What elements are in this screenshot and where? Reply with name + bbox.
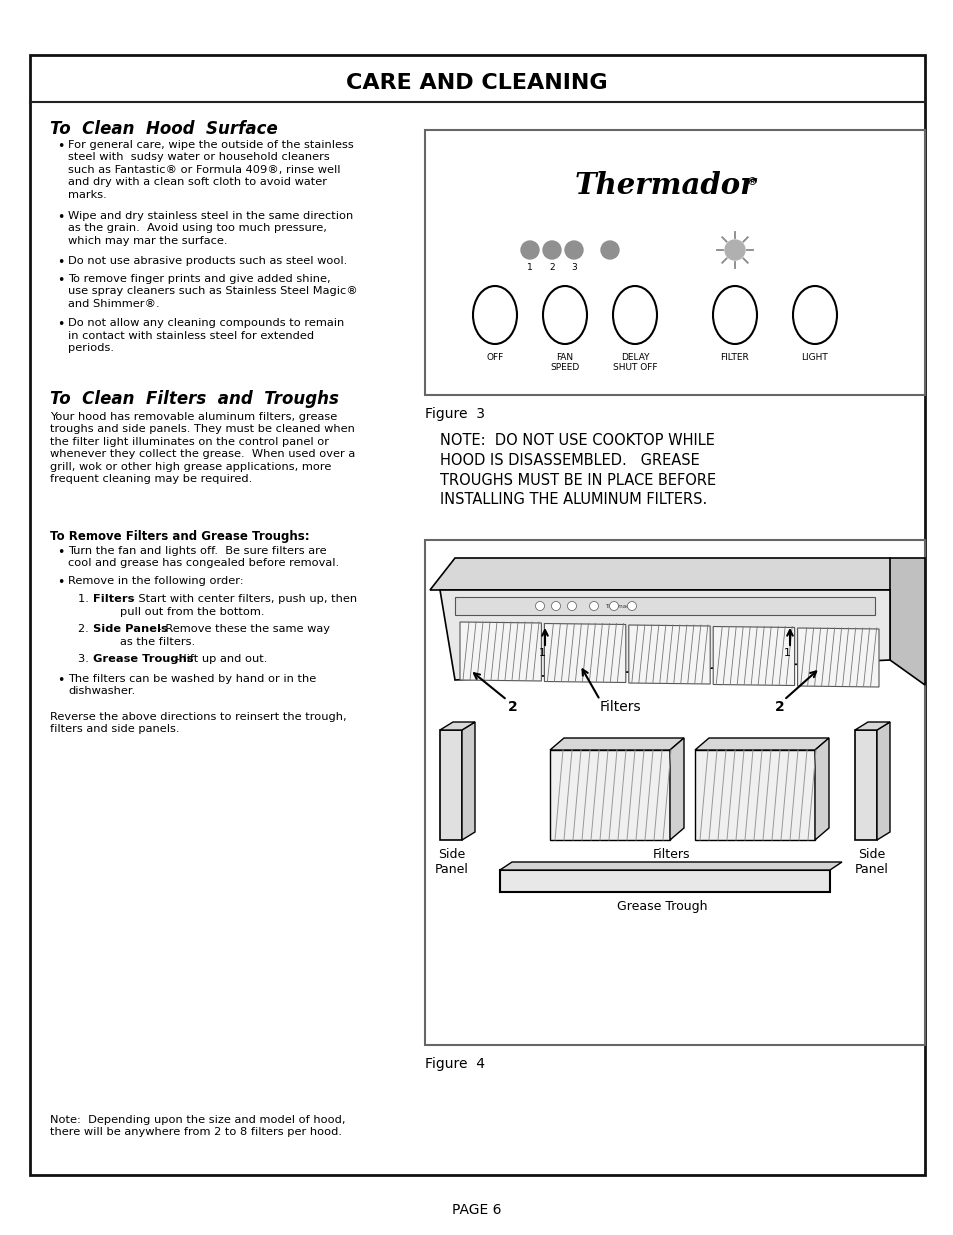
Polygon shape: [889, 558, 924, 685]
Polygon shape: [876, 722, 889, 840]
Polygon shape: [439, 722, 475, 730]
Text: - Remove these the same way: - Remove these the same way: [153, 624, 330, 634]
Polygon shape: [695, 750, 814, 840]
Text: •: •: [57, 211, 64, 224]
Text: Side Panels: Side Panels: [92, 624, 168, 634]
Text: pull out from the bottom.: pull out from the bottom.: [120, 606, 264, 616]
Text: - Start with center filters, push up, then: - Start with center filters, push up, th…: [127, 594, 356, 604]
Text: To  Clean  Filters  and  Troughs: To Clean Filters and Troughs: [50, 390, 338, 408]
Text: Turn the fan and lights off.  Be sure filters are
cool and grease has congealed : Turn the fan and lights off. Be sure fil…: [68, 546, 338, 568]
Polygon shape: [550, 750, 669, 840]
Text: as the filters.: as the filters.: [120, 637, 195, 647]
Polygon shape: [628, 625, 709, 684]
Circle shape: [564, 241, 582, 259]
Text: •: •: [57, 274, 64, 287]
Text: 2: 2: [508, 700, 517, 714]
Text: Note:  Depending upon the size and model of hood,
there will be anywhere from 2 : Note: Depending upon the size and model …: [50, 1115, 345, 1137]
Polygon shape: [461, 722, 475, 840]
Polygon shape: [459, 622, 541, 680]
Polygon shape: [854, 722, 889, 730]
Circle shape: [542, 241, 560, 259]
Polygon shape: [439, 730, 461, 840]
Text: •: •: [57, 577, 64, 589]
Text: ®: ®: [746, 177, 758, 186]
Circle shape: [551, 601, 560, 610]
Text: Filters: Filters: [92, 594, 134, 604]
Text: 3.: 3.: [78, 655, 96, 664]
Text: Filters: Filters: [653, 848, 690, 861]
Text: •: •: [57, 673, 64, 687]
Text: FAN
SPEED: FAN SPEED: [550, 353, 579, 373]
Text: Filters: Filters: [598, 700, 640, 714]
Ellipse shape: [542, 287, 586, 345]
Text: Thermador: Thermador: [604, 604, 635, 609]
Circle shape: [600, 241, 618, 259]
Bar: [424, 540, 924, 1045]
Text: 1: 1: [538, 648, 545, 658]
Circle shape: [567, 601, 576, 610]
Text: Figure  3: Figure 3: [424, 408, 484, 421]
Text: Side
Panel: Side Panel: [435, 848, 469, 876]
Circle shape: [609, 601, 618, 610]
Text: To Remove Filters and Grease Troughs:: To Remove Filters and Grease Troughs:: [50, 530, 310, 543]
Text: 2: 2: [549, 263, 555, 272]
Text: LIGHT: LIGHT: [801, 353, 827, 362]
Text: CARE AND CLEANING: CARE AND CLEANING: [346, 73, 607, 93]
Polygon shape: [814, 739, 828, 840]
Text: Remove in the following order:: Remove in the following order:: [68, 577, 243, 587]
Text: 2.: 2.: [78, 624, 96, 634]
Text: •: •: [57, 256, 64, 268]
Circle shape: [520, 241, 538, 259]
Polygon shape: [430, 558, 924, 590]
Text: The filters can be washed by hand or in the
dishwasher.: The filters can be washed by hand or in …: [68, 673, 315, 697]
Text: PAGE 6: PAGE 6: [452, 1203, 501, 1216]
Text: Do not use abrasive products such as steel wool.: Do not use abrasive products such as ste…: [68, 256, 347, 266]
Ellipse shape: [613, 287, 657, 345]
Text: NOTE:  DO NOT USE COOKTOP WHILE
HOOD IS DISASSEMBLED.   GREASE
TROUGHS MUST BE I: NOTE: DO NOT USE COOKTOP WHILE HOOD IS D…: [439, 433, 716, 508]
Text: To remove finger prints and give added shine,
use spray cleaners such as Stainle: To remove finger prints and give added s…: [68, 274, 357, 309]
Circle shape: [627, 601, 636, 610]
Text: Grease Trough: Grease Trough: [616, 900, 706, 913]
Text: Reverse the above directions to reinsert the trough,
filters and side panels.: Reverse the above directions to reinsert…: [50, 713, 346, 735]
Polygon shape: [669, 739, 683, 840]
Text: 1.: 1.: [78, 594, 96, 604]
Text: 3: 3: [571, 263, 577, 272]
Polygon shape: [797, 629, 878, 687]
Bar: [424, 130, 924, 395]
Circle shape: [724, 240, 744, 261]
Text: Grease Troughs: Grease Troughs: [92, 655, 193, 664]
Polygon shape: [854, 730, 876, 840]
Polygon shape: [550, 739, 683, 750]
Text: Your hood has removable aluminum filters, grease
troughs and side panels. They m: Your hood has removable aluminum filters…: [50, 412, 355, 484]
Text: Figure  4: Figure 4: [424, 1057, 484, 1071]
Text: FILTER: FILTER: [720, 353, 749, 362]
Text: OFF: OFF: [486, 353, 503, 362]
Text: DELAY
SHUT OFF: DELAY SHUT OFF: [612, 353, 657, 373]
Polygon shape: [695, 739, 828, 750]
Text: For general care, wipe the outside of the stainless
steel with  sudsy water or h: For general care, wipe the outside of th…: [68, 140, 354, 200]
Text: •: •: [57, 140, 64, 153]
Text: Thermador: Thermador: [574, 170, 755, 200]
Text: Side
Panel: Side Panel: [854, 848, 888, 876]
Text: To  Clean  Hood  Surface: To Clean Hood Surface: [50, 120, 277, 138]
Text: •: •: [57, 319, 64, 331]
Polygon shape: [713, 626, 794, 685]
Ellipse shape: [792, 287, 836, 345]
Text: Wipe and dry stainless steel in the same direction
as the grain.  Avoid using to: Wipe and dry stainless steel in the same…: [68, 211, 353, 246]
Text: 1: 1: [527, 263, 533, 272]
Text: - lift up and out.: - lift up and out.: [172, 655, 267, 664]
Text: •: •: [57, 546, 64, 559]
Bar: [455, 597, 874, 615]
Bar: [499, 869, 829, 892]
Circle shape: [589, 601, 598, 610]
Polygon shape: [439, 590, 889, 680]
Ellipse shape: [712, 287, 757, 345]
Ellipse shape: [473, 287, 517, 345]
Text: Do not allow any cleaning compounds to remain
in contact with stainless steel fo: Do not allow any cleaning compounds to r…: [68, 319, 344, 353]
Circle shape: [535, 601, 544, 610]
Text: 2: 2: [774, 700, 784, 714]
Polygon shape: [544, 624, 625, 683]
Polygon shape: [499, 862, 841, 869]
Text: 1: 1: [783, 648, 790, 658]
